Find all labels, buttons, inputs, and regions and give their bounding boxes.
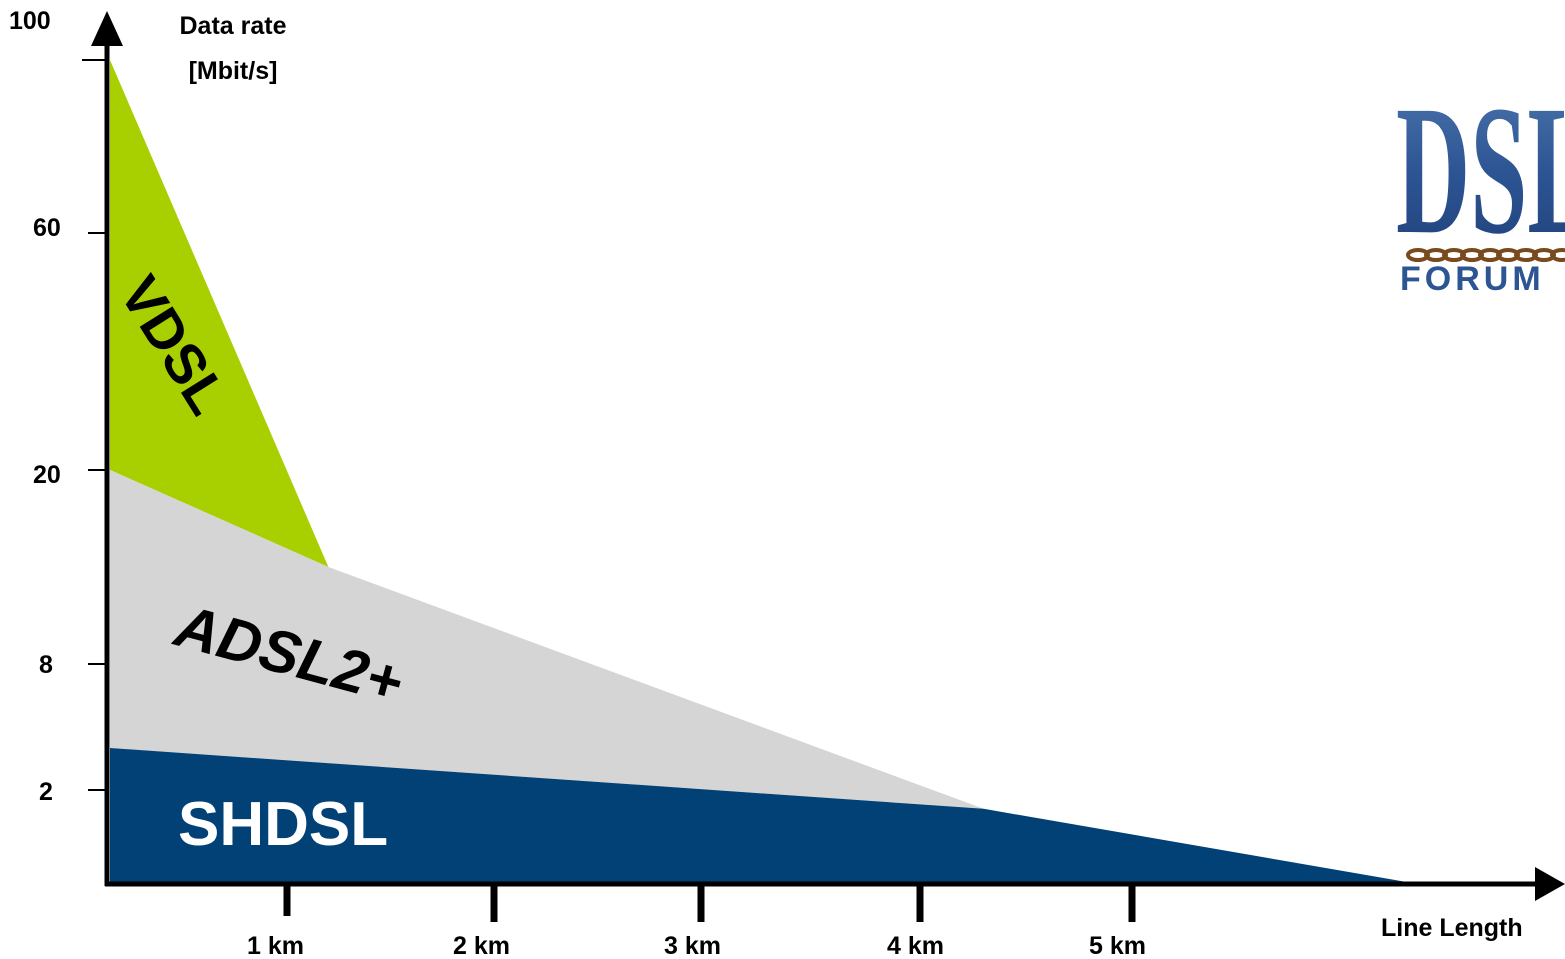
y-tick-label: 60: [33, 214, 61, 242]
x-tick-label: 1 km: [247, 932, 304, 959]
x-axis-arrow: [1535, 867, 1565, 901]
x-tick-label: 5 km: [1089, 932, 1146, 959]
y-axis-title-line2: [Mbit/s]: [189, 57, 278, 85]
x-tick-label: 3 km: [664, 932, 721, 959]
adsl2plus-area: [110, 470, 984, 809]
y-tick-label: 20: [33, 461, 61, 489]
logo-text: DSL: [1396, 68, 1565, 273]
y-tick-labels: 100 60 20 8 2: [9, 7, 61, 806]
y-ticks: [82, 59, 107, 791]
y-axis-title-line1: Data rate: [180, 12, 287, 40]
x-ticks: [283, 886, 1136, 922]
bands: [110, 60, 1419, 884]
x-tick-labels: 1 km 2 km 3 km 4 km 5 km: [247, 932, 1146, 959]
x-tick-label: 2 km: [453, 932, 510, 959]
axes: [91, 11, 1565, 901]
shdsl-label: SHDSL: [178, 790, 388, 859]
dsl-forum-logo: DSL FORUM: [1396, 68, 1565, 298]
logo-subtext: FORUM: [1400, 260, 1545, 298]
y-tick-label: 8: [39, 651, 53, 679]
shdsl-area: [110, 748, 1419, 884]
logo-chain: [1406, 248, 1565, 262]
vdsl-area: [110, 60, 329, 567]
x-tick-label: 4 km: [887, 932, 944, 959]
y-axis-arrow: [91, 11, 123, 46]
y-tick-label: 100: [9, 7, 51, 35]
y-tick-label: 2: [39, 778, 53, 806]
x-axis-title: Line Length: [1381, 914, 1523, 942]
